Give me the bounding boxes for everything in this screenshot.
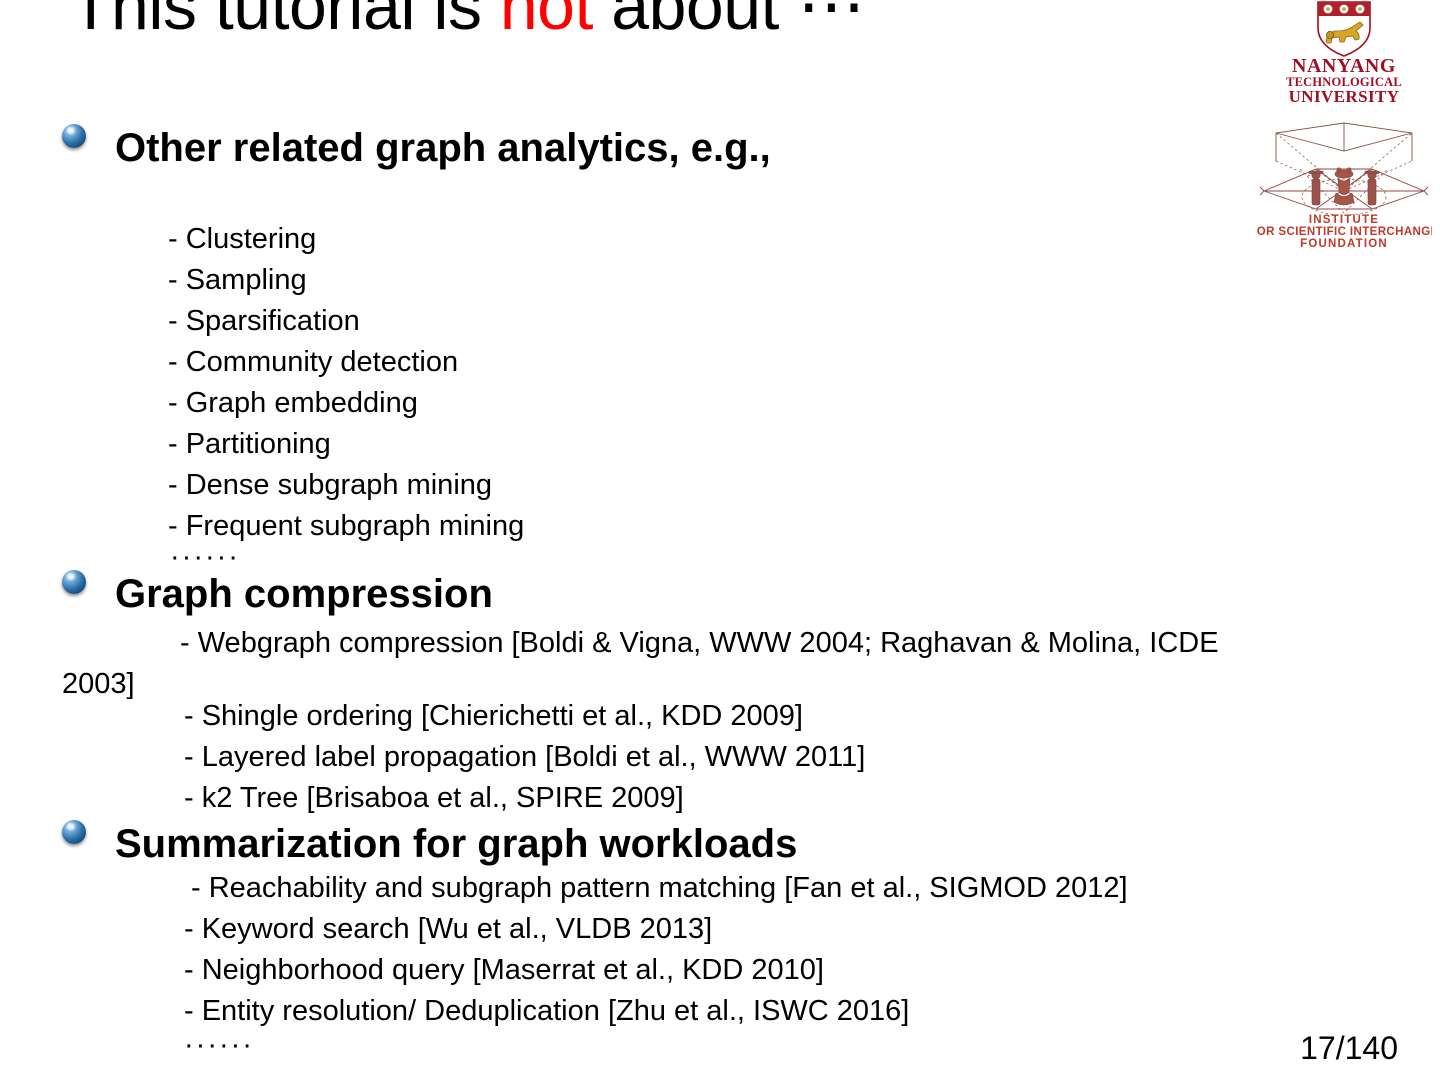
section-heading-text: Summarization for graph workloads <box>115 822 798 866</box>
list-item: - Sparsification <box>168 305 360 337</box>
list-item: - Keyword search [Wu et al., VLDB 2013] <box>184 913 713 945</box>
nanyang-technological-university-logo: NANYANG TECHNOLOGICAL UNIVERSITY <box>1286 1 1402 106</box>
list-item: - Partitioning <box>168 428 331 460</box>
list-item: - Community detection <box>168 346 459 378</box>
list-item: - k2 Tree [Brisaboa et al., SPIRE 2009] <box>184 782 684 814</box>
sphere-bullet-icon <box>62 820 86 844</box>
svg-text:INSTITUTE: INSTITUTE <box>1309 214 1379 226</box>
list-item: - Webgraph compression [Boldi & Vigna, W… <box>62 623 1382 705</box>
list-item: - Graph embedding <box>168 387 418 419</box>
bullet-section-summarization-for-graph-workloads: Summarization for graph workloads <box>62 820 962 869</box>
title-text-before: This tutorial is <box>70 0 500 44</box>
svg-text:TECHNOLOGICAL: TECHNOLOGICAL <box>1286 75 1402 89</box>
svg-text:NANYANG: NANYANG <box>1292 55 1396 77</box>
list-item-line1: - Webgraph compression [Boldi & Vigna, W… <box>180 627 1219 659</box>
list-item: - Layered label propagation [Boldi et al… <box>184 741 866 773</box>
list-item: - Sampling <box>168 264 307 296</box>
list-item: - Dense subgraph mining <box>168 469 493 501</box>
list-item-line2: 2003] <box>62 668 135 700</box>
page-number: 17/140 <box>1300 1030 1398 1066</box>
page-title: This tutorial is not about ⋯ <box>70 0 1250 50</box>
list-item: - Reachability and subgraph pattern matc… <box>191 872 1128 904</box>
title-negation-word: not <box>499 0 594 44</box>
svg-text:FOR SCIENTIFIC INTERCHANGE: FOR SCIENTIFIC INTERCHANGE <box>1256 226 1432 238</box>
list-ellipsis: ······ <box>170 541 240 573</box>
section-heading-text: Graph compression <box>115 572 493 616</box>
list-ellipsis: ······ <box>184 1029 254 1061</box>
title-text-after: about ⋯ <box>592 0 865 44</box>
sphere-bullet-icon <box>62 124 86 148</box>
bullet-section-graph-compression: Graph compression <box>62 570 882 619</box>
list-item: - Shingle ordering [Chierichetti et al.,… <box>184 700 803 732</box>
list-item: - Clustering <box>168 223 317 255</box>
logo-stack: NANYANG TECHNOLOGICAL UNIVERSITY <box>1249 0 1438 252</box>
list-item: - Neighborhood query [Maserrat et al., K… <box>184 954 824 986</box>
bullet-section-other-related-graph-analytics: Other related graph analytics, e.g., <box>62 124 882 173</box>
list-item: - Frequent subgraph mining <box>168 510 525 542</box>
sphere-bullet-icon <box>62 570 86 594</box>
section-heading-text: Other related graph analytics, e.g., <box>115 126 771 170</box>
institute-for-scientific-interchange-foundation-logo: INSTITUTE FOR SCIENTIFIC INTERCHANGE FOU… <box>1249 122 1438 250</box>
list-item: - Entity resolution/ Deduplication [Zhu … <box>184 995 910 1027</box>
svg-text:UNIVERSITY: UNIVERSITY <box>1289 87 1400 106</box>
